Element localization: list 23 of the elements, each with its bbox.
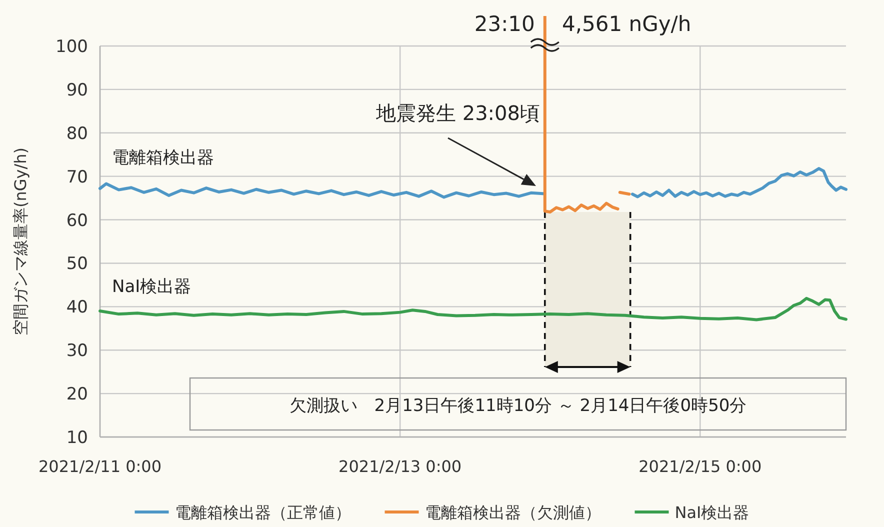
x-tick-label: 2021/2/13 0:00: [338, 457, 462, 476]
y-tick-label: 80: [66, 124, 88, 144]
x-tick-label: 2021/2/11 0:00: [38, 457, 162, 476]
legend-label: NaI検出器: [674, 503, 750, 522]
y-tick-label: 90: [66, 80, 88, 100]
y-axis-title: 空間ガンマ線量率(nGy/h): [11, 147, 30, 336]
text: 4,561 nGy/h: [562, 12, 692, 36]
annotation: 地震発生 23:08頃: [375, 101, 540, 125]
y-tick-label: 70: [66, 167, 88, 188]
legend-label: 電離箱検出器（欠測値）: [424, 503, 601, 522]
y-tick-label: 60: [66, 210, 88, 231]
band-label: 欠測扱い 2月13日午後11時10分 ～ 2月14日午後0時50分: [289, 396, 747, 416]
y-tick-label: 40: [66, 298, 88, 318]
legend-label: 電離箱検出器（正常値）: [174, 503, 351, 522]
y-tick-label: 10: [66, 428, 88, 448]
ref-line-label: 23:10: [474, 12, 535, 36]
annotation: 電離箱検出器: [112, 148, 214, 168]
y-tick-label: 20: [66, 384, 88, 405]
annotation: NaI検出器: [112, 277, 192, 297]
y-tick-label: 100: [56, 37, 88, 57]
y-tick-label: 30: [66, 341, 88, 362]
y-tick-label: 50: [66, 254, 88, 274]
x-tick-label: 2021/2/15 0:00: [638, 457, 762, 476]
